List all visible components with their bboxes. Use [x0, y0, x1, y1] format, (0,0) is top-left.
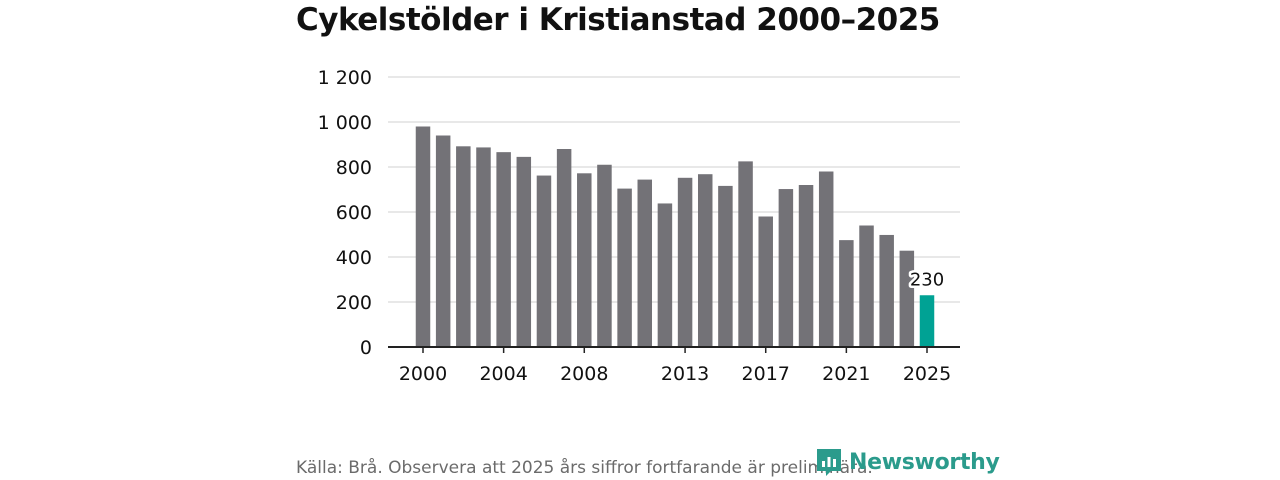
x-tick-label: 2008: [560, 363, 608, 385]
bar-2002: [456, 146, 471, 347]
y-tick-label: 1 200: [318, 67, 372, 89]
y-tick-label: 400: [336, 247, 372, 269]
bar-2011: [637, 179, 653, 347]
bars: [415, 126, 935, 347]
bar-2004: [496, 152, 511, 347]
y-tick-label: 800: [336, 157, 372, 179]
y-tick-label: 200: [336, 292, 372, 314]
y-tick-label: 0: [360, 337, 372, 359]
value-label-2025: 230: [910, 269, 944, 290]
bar-2021: [839, 240, 854, 347]
x-tick-label: 2000: [399, 363, 447, 385]
bar-2018: [778, 189, 794, 347]
bar-2017: [758, 216, 773, 347]
x-tick-label: 2004: [479, 363, 527, 385]
bar-2022: [859, 225, 874, 347]
x-tick-label: 2021: [822, 363, 870, 385]
bar-2006: [536, 175, 552, 347]
bar-2023: [879, 234, 894, 347]
bar-2014: [697, 174, 713, 347]
chart-title: Cykelstölder i Kristianstad 2000–2025: [296, 2, 940, 38]
grid-lines: [388, 76, 960, 303]
bar-2024: [899, 250, 915, 347]
x-tick-label: 2013: [661, 363, 709, 385]
annotation: 230: [907, 267, 946, 293]
brand-name: Newsworthy: [849, 449, 1000, 475]
y-axis-tick-labels: 0 200 400 600 800 1 000 1 200: [318, 67, 372, 359]
bar-chart: 0 200 400 600 800 1 000 1 200 2000 2004 2008 2013…: [318, 67, 960, 385]
bar-2025: [919, 295, 935, 347]
bar-2013: [677, 177, 693, 347]
bar-2019: [798, 185, 814, 347]
bar-2012: [657, 203, 673, 347]
bar-2010: [617, 188, 632, 347]
x-tick-label: 2017: [742, 363, 790, 385]
newsworthy-chart-icon: [817, 449, 841, 476]
bar-2005: [516, 156, 532, 347]
y-tick-label: 600: [336, 202, 372, 224]
bar-2007: [556, 149, 572, 347]
bar-2015: [718, 185, 733, 347]
x-axis-ticks: 2000 2004 2008 2013 2017 2021 2025: [399, 347, 951, 385]
bar-2003: [476, 147, 491, 347]
source-note: Källa: Brå. Observera att 2025 års siffr…: [296, 458, 873, 478]
bar-2000: [415, 126, 431, 347]
x-tick-label: 2025: [903, 363, 951, 385]
bar-2016: [738, 161, 753, 347]
bar-2008: [577, 173, 592, 347]
y-tick-label: 1 000: [318, 112, 372, 134]
bar-2001: [435, 135, 451, 347]
newsworthy-logo[interactable]: Newsworthy: [815, 447, 1000, 477]
bar-2009: [597, 164, 612, 347]
bar-2020: [818, 171, 834, 347]
